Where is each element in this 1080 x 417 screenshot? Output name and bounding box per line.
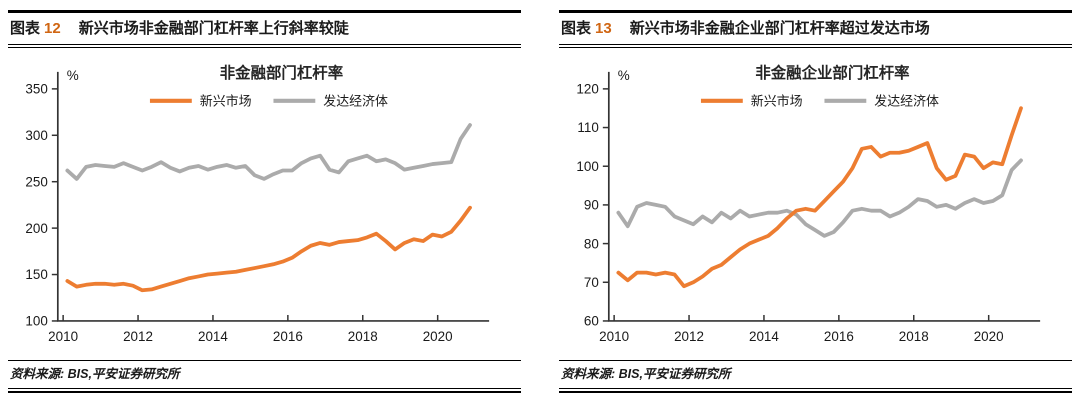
x-tick-label: 2014 bbox=[198, 329, 228, 344]
legend-label-emerging-markets: 新兴市场 bbox=[200, 93, 252, 108]
x-tick-label: 2014 bbox=[749, 329, 779, 344]
axes bbox=[607, 71, 1041, 322]
chart-panel-right: 图表 13 新兴市场非金融企业部门杠杆率超过发达市场 % 60 70 80 90 100 110… bbox=[559, 10, 1072, 393]
figure-number: 12 bbox=[44, 20, 61, 37]
y-tick-label: 250 bbox=[25, 174, 47, 189]
chart-panel-left: 图表 12 新兴市场非金融部门杠杆率上行斜率较陡 % 100 150 200 250 300 3… bbox=[8, 10, 521, 393]
developed-economies-line bbox=[65, 123, 472, 181]
y-tick-label: 110 bbox=[577, 120, 598, 135]
nonfinancial-sector-leverage-chart: % 100 150 200 250 300 350 2010 2012 2014 2016 2018 2… bbox=[25, 63, 490, 344]
x-tick-label: 2010 bbox=[48, 329, 78, 344]
y-tick-label: 350 bbox=[25, 82, 47, 97]
figure-header: 图表 12 新兴市场非金融部门杠杆率上行斜率较陡 bbox=[8, 10, 521, 45]
header-double-rule bbox=[8, 45, 521, 48]
source-note: 资料来源: BIS,平安证券研究所 bbox=[559, 359, 1072, 389]
y-tick-label: 100 bbox=[25, 314, 47, 329]
y-tick-label: 120 bbox=[576, 82, 598, 97]
x-tick-label: 2020 bbox=[974, 329, 1004, 344]
figure-tag: 图表 bbox=[10, 20, 41, 37]
chart-title: 非金融部门杠杆率 bbox=[220, 63, 343, 82]
developed-economies-line bbox=[616, 158, 1023, 238]
source-text: 资料来源: BIS,平安证券研究所 bbox=[10, 366, 180, 381]
footer-double-rule bbox=[559, 389, 1072, 393]
y-tick-label: 200 bbox=[25, 221, 47, 236]
legend-label-developed-economies: 发达经济体 bbox=[874, 93, 939, 108]
x-tick-label: 2012 bbox=[123, 329, 153, 344]
y-tick-label: 60 bbox=[584, 314, 599, 329]
y-tick-label: 90 bbox=[584, 198, 599, 213]
source-text: 资料来源: BIS,平安证券研究所 bbox=[561, 366, 731, 381]
y-tick-label: 80 bbox=[584, 236, 599, 251]
figure-number: 13 bbox=[595, 20, 612, 37]
x-tick-label: 2020 bbox=[423, 329, 453, 344]
x-tick-label: 2018 bbox=[348, 329, 378, 344]
legend-label-emerging-markets: 新兴市场 bbox=[751, 93, 803, 108]
y-axis-unit-label: % bbox=[618, 68, 630, 83]
legend-label-developed-economies: 发达经济体 bbox=[323, 93, 388, 108]
y-tick-label: 300 bbox=[25, 128, 47, 143]
x-tick-label: 2016 bbox=[273, 329, 303, 344]
x-tick-label: 2018 bbox=[899, 329, 929, 344]
figure-header: 图表 13 新兴市场非金融企业部门杠杆率超过发达市场 bbox=[559, 10, 1072, 45]
source-note: 资料来源: BIS,平安证券研究所 bbox=[8, 359, 521, 389]
x-tick-label: 2016 bbox=[824, 329, 854, 344]
emerging-markets-line bbox=[65, 205, 472, 293]
figure-title: 新兴市场非金融企业部门杠杆率超过发达市场 bbox=[629, 20, 930, 37]
figure-tag: 图表 bbox=[561, 20, 592, 37]
report-figure-row: 图表 12 新兴市场非金融部门杠杆率上行斜率较陡 % 100 150 200 250 300 3… bbox=[8, 10, 1072, 393]
y-tick-label: 150 bbox=[25, 267, 47, 282]
corporate-sector-leverage-chart: % 60 70 80 90 100 110 120 2010 2012 2014 2016 2018 20… bbox=[576, 63, 1041, 344]
header-double-rule bbox=[559, 45, 1072, 48]
x-tick-label: 2010 bbox=[599, 329, 629, 344]
chart-title: 非金融企业部门杠杆率 bbox=[755, 63, 909, 82]
footer-double-rule bbox=[8, 389, 521, 393]
y-tick-label: 100 bbox=[576, 159, 598, 174]
y-tick-label: 70 bbox=[584, 275, 599, 290]
x-tick-label: 2012 bbox=[674, 329, 704, 344]
y-axis-unit-label: % bbox=[67, 68, 79, 83]
emerging-markets-line bbox=[616, 106, 1023, 289]
figure-title: 新兴市场非金融部门杠杆率上行斜率较陡 bbox=[78, 20, 349, 37]
